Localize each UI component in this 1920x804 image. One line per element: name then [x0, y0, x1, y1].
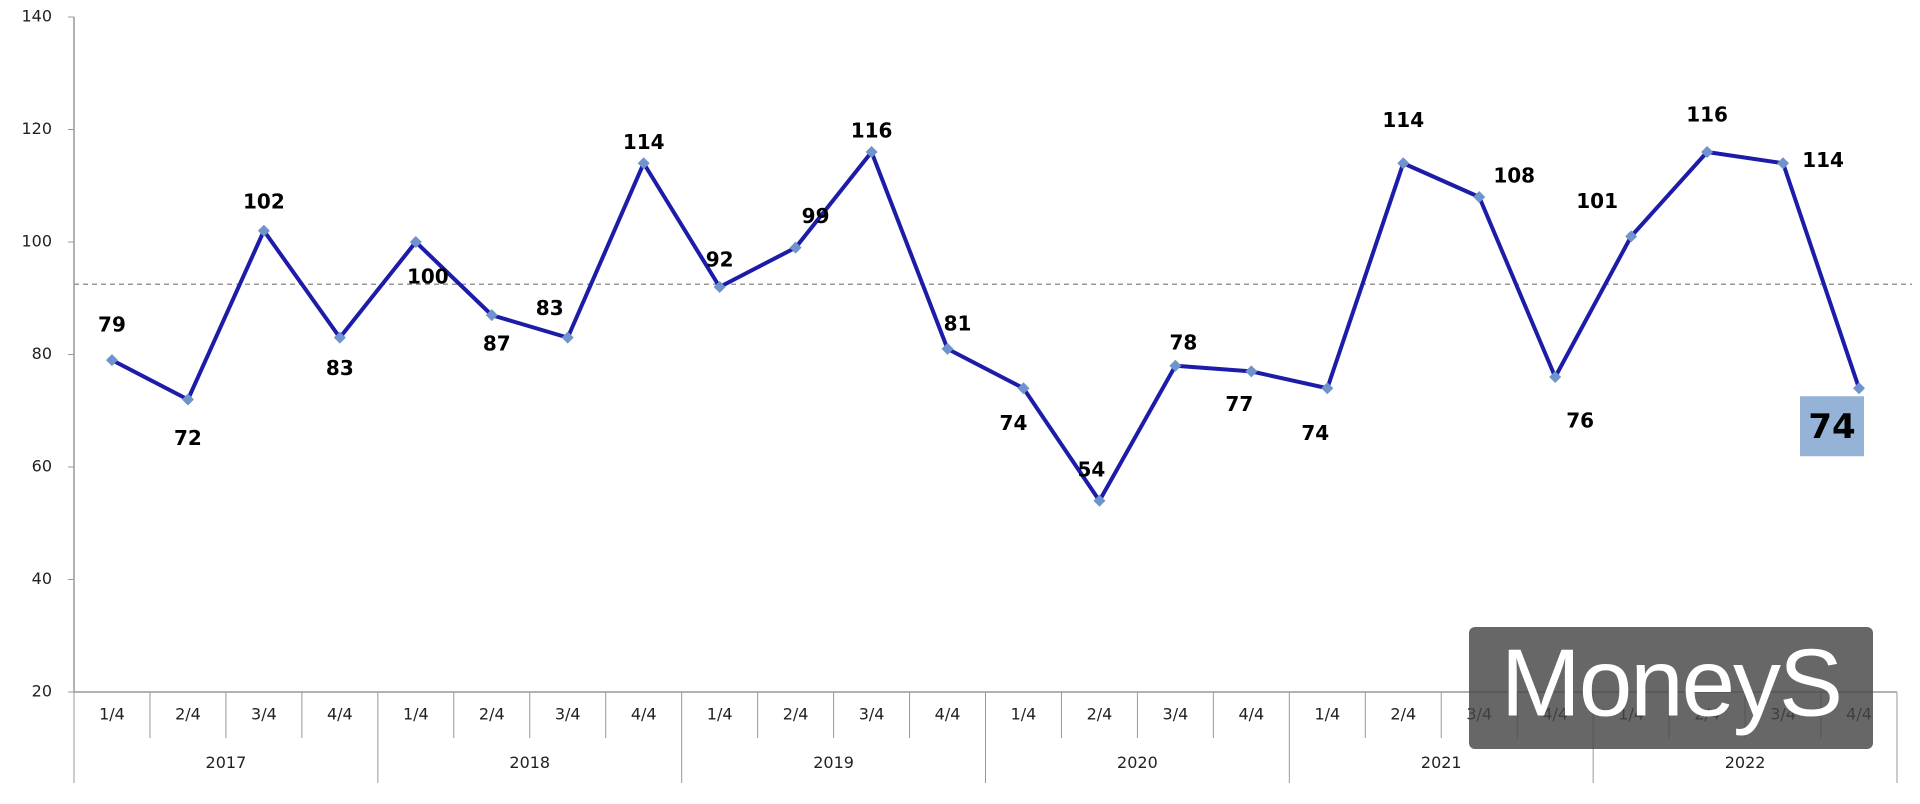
data-marker	[1017, 382, 1030, 395]
x-tick-label: 2/4	[1390, 705, 1416, 724]
data-marker	[1397, 157, 1410, 170]
data-marker	[1701, 146, 1714, 158]
value-label: 83	[326, 356, 354, 380]
y-tick-label: 120	[21, 119, 52, 138]
data-marker	[333, 331, 346, 344]
watermark-box	[1469, 627, 1873, 749]
x-tick-label: 4/4	[631, 705, 657, 724]
x-tick-label: 3/4	[859, 705, 885, 724]
value-label: 92	[706, 248, 734, 272]
x-group-label: 2021	[1421, 753, 1462, 772]
x-tick-label: 1/4	[403, 705, 429, 724]
x-tick-label: 4/4	[1238, 705, 1264, 724]
x-group-label: 2020	[1117, 753, 1158, 772]
x-group-label: 2017	[206, 753, 247, 772]
x-tick-label: 2/4	[1087, 705, 1113, 724]
y-tick-label: 100	[21, 232, 52, 251]
x-tick-label: 2/4	[479, 705, 505, 724]
data-marker	[1093, 494, 1106, 507]
y-tick-label: 60	[32, 457, 52, 476]
value-label: 108	[1493, 164, 1535, 188]
x-tick-label: 1/4	[707, 705, 733, 724]
data-marker	[865, 146, 878, 158]
value-label: 116	[851, 119, 893, 143]
data-marker	[257, 224, 270, 237]
y-tick-label: 80	[32, 344, 52, 363]
x-tick-label: 4/4	[935, 705, 961, 724]
x-group-label: 2018	[509, 753, 550, 772]
value-label: 99	[802, 204, 830, 228]
x-group-label: 2019	[813, 753, 854, 772]
value-label: 76	[1566, 409, 1594, 433]
value-label: 101	[1576, 189, 1618, 213]
data-marker	[1321, 382, 1334, 395]
value-label: 72	[174, 426, 202, 450]
x-tick-label: 2/4	[783, 705, 809, 724]
data-marker	[485, 309, 498, 322]
data-marker	[789, 241, 802, 254]
value-label: 100	[407, 265, 449, 289]
x-tick-label: 3/4	[1163, 705, 1189, 724]
x-tick-label: 1/4	[99, 705, 125, 724]
value-label: 114	[623, 130, 665, 154]
data-marker	[1777, 157, 1790, 170]
value-label: 114	[1382, 108, 1424, 132]
value-label: 77	[1225, 392, 1253, 416]
y-tick-label: 140	[21, 7, 52, 26]
data-marker	[1473, 191, 1486, 203]
data-marker	[1245, 365, 1258, 378]
highlight-label: 74	[1808, 407, 1855, 447]
value-label: 114	[1802, 148, 1844, 172]
value-label: 116	[1686, 103, 1728, 127]
value-label: 78	[1169, 330, 1197, 354]
x-tick-label: 2/4	[175, 705, 201, 724]
x-tick-label: 4/4	[327, 705, 353, 724]
watermark: MoneyS	[1501, 629, 1841, 736]
x-tick-label: 1/4	[1011, 705, 1037, 724]
value-label: 87	[483, 332, 511, 356]
data-marker	[1549, 371, 1562, 383]
value-label: 102	[243, 189, 285, 213]
data-marker	[105, 354, 118, 367]
data-line	[111, 150, 1861, 503]
value-label: 54	[1078, 457, 1106, 481]
x-tick-label: 3/4	[251, 705, 277, 724]
value-label: 81	[944, 311, 972, 335]
x-group-label: 2022	[1725, 753, 1766, 772]
x-tick-label: 1/4	[1314, 705, 1340, 724]
data-marker	[409, 236, 422, 248]
value-label: 74	[1301, 421, 1329, 445]
y-tick-label: 40	[32, 569, 52, 588]
data-marker	[561, 331, 574, 344]
highlight-box	[1800, 396, 1865, 457]
data-marker	[1169, 359, 1182, 372]
data-marker	[181, 393, 194, 406]
data-marker	[713, 281, 726, 293]
value-label: 83	[536, 296, 564, 320]
data-marker	[637, 157, 650, 170]
data-marker	[1853, 382, 1866, 395]
value-label: 74	[1000, 411, 1028, 435]
y-tick-label: 20	[32, 682, 52, 701]
x-tick-label: 3/4	[555, 705, 581, 724]
data-marker	[1625, 230, 1638, 243]
data-marker	[941, 342, 954, 355]
value-label: 79	[98, 313, 126, 337]
